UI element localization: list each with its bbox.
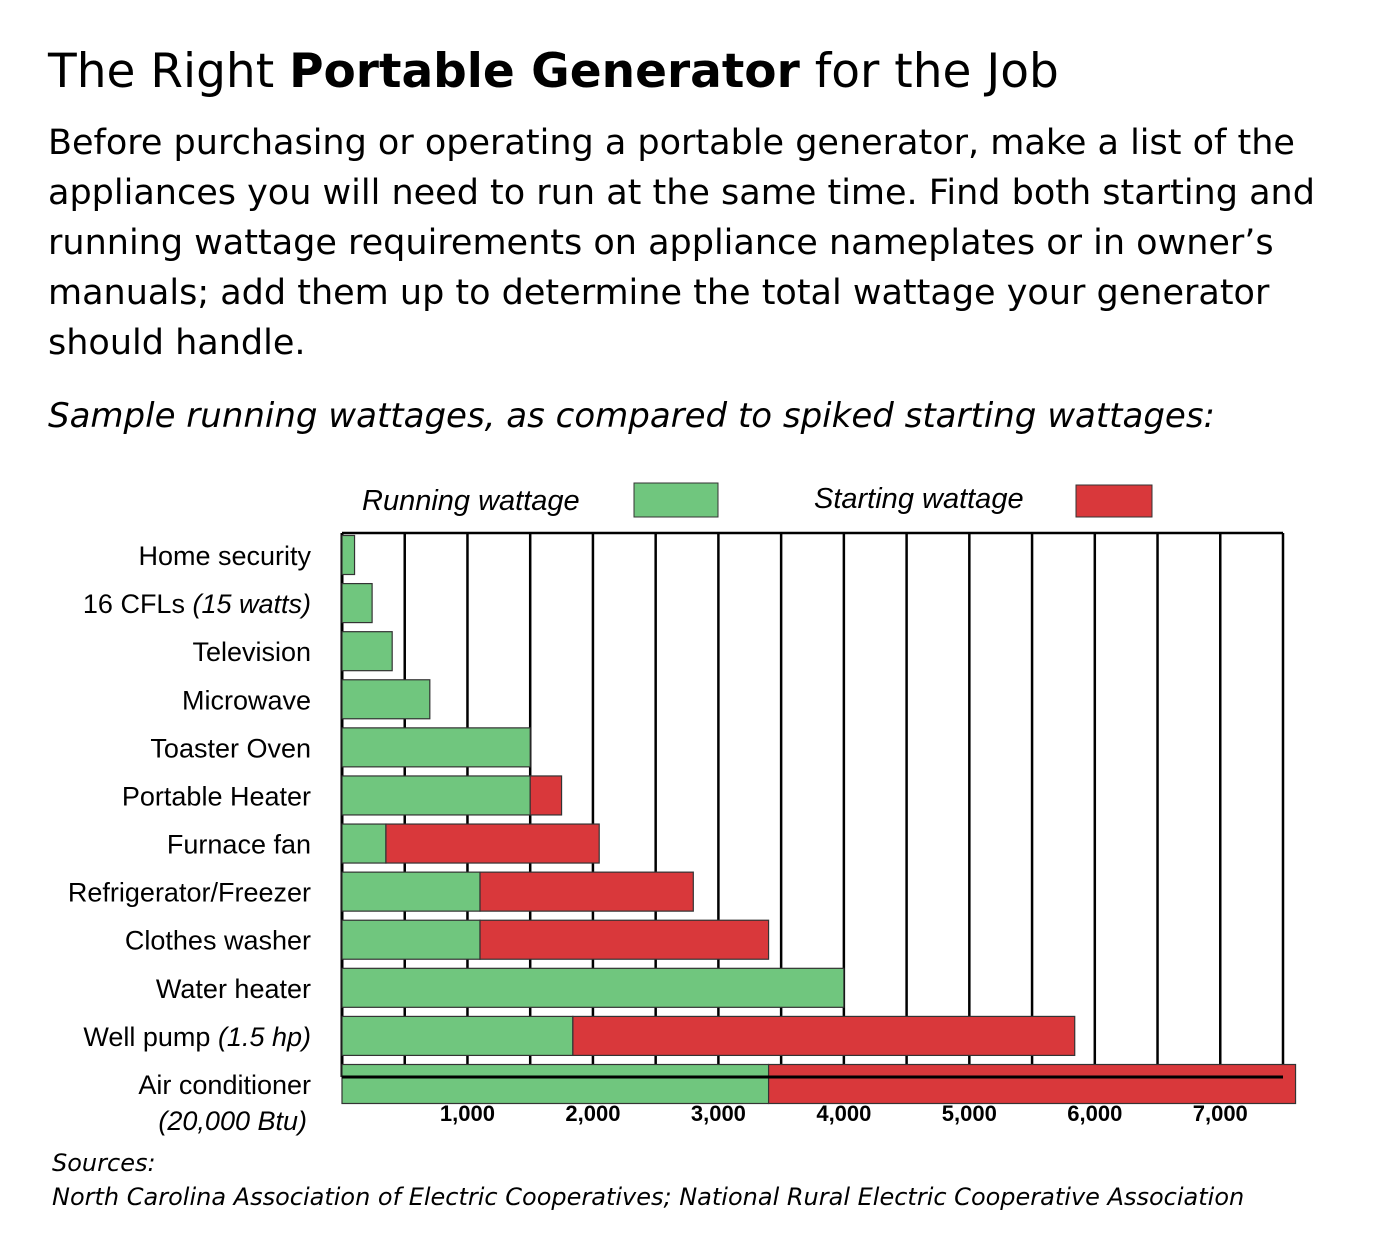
bar-running [341, 823, 387, 864]
category-note: (20,000 Btu) [158, 1106, 307, 1136]
category-label: Clothes washer [125, 926, 311, 956]
bar-running [341, 727, 531, 768]
bar-running [341, 919, 481, 960]
bar-starting [479, 871, 694, 912]
x-tick-label: 2,000 [565, 1101, 620, 1126]
sources-text: North Carolina Association of Electric C… [52, 1183, 1245, 1211]
wattage-chart: Running wattage Starting wattage Home secu… [68, 482, 1297, 1136]
category-label: Microwave [182, 685, 311, 715]
category-label: Water heater [156, 974, 311, 1004]
bar-running [341, 582, 373, 624]
bar-running [341, 1063, 770, 1105]
bar-running [341, 967, 845, 1008]
x-tick-label: 6,000 [1067, 1101, 1122, 1126]
category-label: Well pump (1.5 hp) [83, 1022, 311, 1052]
sources-label: Sources: [52, 1149, 156, 1177]
category-label: Television [192, 637, 311, 667]
category-label: 16 CFLs (15 watts) [83, 589, 311, 619]
bar-running [341, 1015, 574, 1057]
category-label: Air conditioner [138, 1070, 311, 1100]
bar-starting [767, 1063, 1297, 1105]
x-tick-label: 5,000 [942, 1101, 997, 1126]
category-label: Toaster Oven [150, 733, 311, 763]
bar-running [341, 679, 431, 720]
page-title: The Right Portable Generator for the Job [48, 44, 1059, 99]
bar-running [341, 871, 481, 912]
bar-starting [572, 1015, 1076, 1057]
category-label: Home security [138, 541, 311, 571]
bar-starting [479, 919, 770, 960]
bar-starting [529, 775, 563, 816]
x-tick-label: 7,000 [1193, 1101, 1248, 1126]
bar-running [341, 534, 356, 576]
category-label: Furnace fan [167, 830, 311, 860]
category-label: Portable Heater [122, 781, 311, 811]
legend-starting-label: Starting wattage [814, 483, 1024, 515]
legend-starting-swatch [1075, 484, 1153, 518]
bar-running [341, 631, 393, 672]
intro-paragraph: Before purchasing or operating a portabl… [48, 123, 1315, 363]
category-label: Refrigerator/Freezer [68, 878, 311, 908]
bar-starting [385, 823, 600, 864]
x-tick-label: 1,000 [440, 1101, 495, 1126]
x-tick-label: 4,000 [816, 1101, 871, 1126]
chart-subtitle: Sample running wattages, as compared to … [48, 396, 1216, 436]
x-tick-label: 3,000 [691, 1101, 746, 1126]
sources: Sources: North Carolina Association of E… [52, 1146, 1244, 1214]
legend-running-swatch [633, 482, 719, 518]
legend-running-label: Running wattage [362, 485, 580, 517]
bar-running [341, 775, 531, 816]
